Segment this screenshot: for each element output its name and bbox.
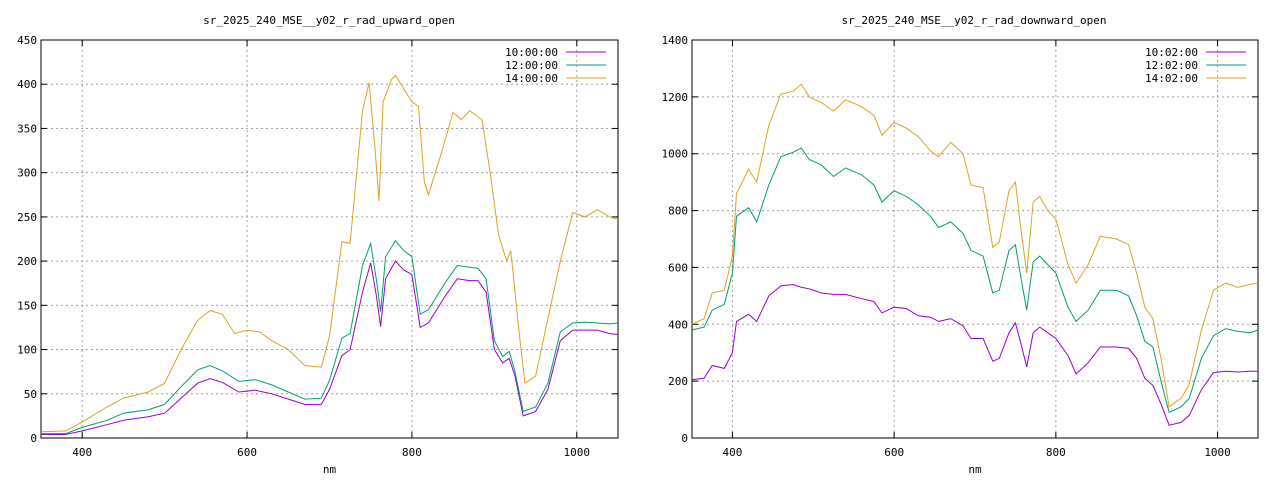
y-tick-label: 200 xyxy=(668,375,688,388)
y-tick-label: 800 xyxy=(668,205,688,218)
y-tick-label: 1400 xyxy=(662,34,689,47)
legend-label: 12:02:00 xyxy=(1145,59,1198,72)
y-tick-label: 150 xyxy=(17,299,37,312)
chart-panel-1: sr_2025_240_MSE__y02_r_rad_downward_open… xyxy=(662,14,1259,476)
x-tick-label: 800 xyxy=(1046,446,1066,459)
y-tick-label: 50 xyxy=(24,388,37,401)
x-axis-label: nm xyxy=(968,463,982,476)
x-tick-label: 400 xyxy=(722,446,742,459)
y-tick-label: 300 xyxy=(17,167,37,180)
y-tick-label: 100 xyxy=(17,344,37,357)
y-tick-label: 0 xyxy=(681,432,688,445)
x-tick-label: 1000 xyxy=(564,446,591,459)
y-tick-label: 0 xyxy=(30,432,37,445)
x-tick-label: 1000 xyxy=(1204,446,1231,459)
y-tick-label: 400 xyxy=(17,78,37,91)
chart-title: sr_2025_240_MSE__y02_r_rad_downward_open xyxy=(842,14,1107,27)
y-tick-label: 1200 xyxy=(662,91,689,104)
y-tick-label: 600 xyxy=(668,261,688,274)
series-line-1 xyxy=(691,147,1259,414)
y-tick-label: 450 xyxy=(17,34,37,47)
legend-label: 10:02:00 xyxy=(1145,46,1198,59)
legend-label: 14:02:00 xyxy=(1145,72,1198,85)
chart-panel-0: sr_2025_240_MSE__y02_r_rad_upward_open 0 5… xyxy=(17,14,619,476)
series-line-1 xyxy=(41,239,619,435)
x-tick-label: 600 xyxy=(237,446,257,459)
chart-title: sr_2025_240_MSE__y02_r_rad_upward_open xyxy=(203,14,455,27)
x-tick-label: 800 xyxy=(402,446,422,459)
x-axis-label: nm xyxy=(323,463,337,476)
series-line-2 xyxy=(691,83,1259,408)
y-tick-label: 200 xyxy=(17,255,37,268)
y-tick-label: 400 xyxy=(668,318,688,331)
y-tick-label: 250 xyxy=(17,211,37,224)
x-tick-label: 400 xyxy=(72,446,92,459)
plot-frame xyxy=(40,39,619,439)
legend-label: 10:00:00 xyxy=(505,46,558,59)
series-line-0 xyxy=(691,283,1258,426)
y-tick-label: 350 xyxy=(17,122,37,135)
x-tick-label: 600 xyxy=(884,446,904,459)
series-line-0 xyxy=(41,260,619,435)
plot-frame xyxy=(691,39,1259,439)
y-tick-label: 1000 xyxy=(662,148,689,161)
legend-label: 12:00:00 xyxy=(505,59,558,72)
legend-label: 14:00:00 xyxy=(505,72,558,85)
series-line-2 xyxy=(40,74,619,433)
